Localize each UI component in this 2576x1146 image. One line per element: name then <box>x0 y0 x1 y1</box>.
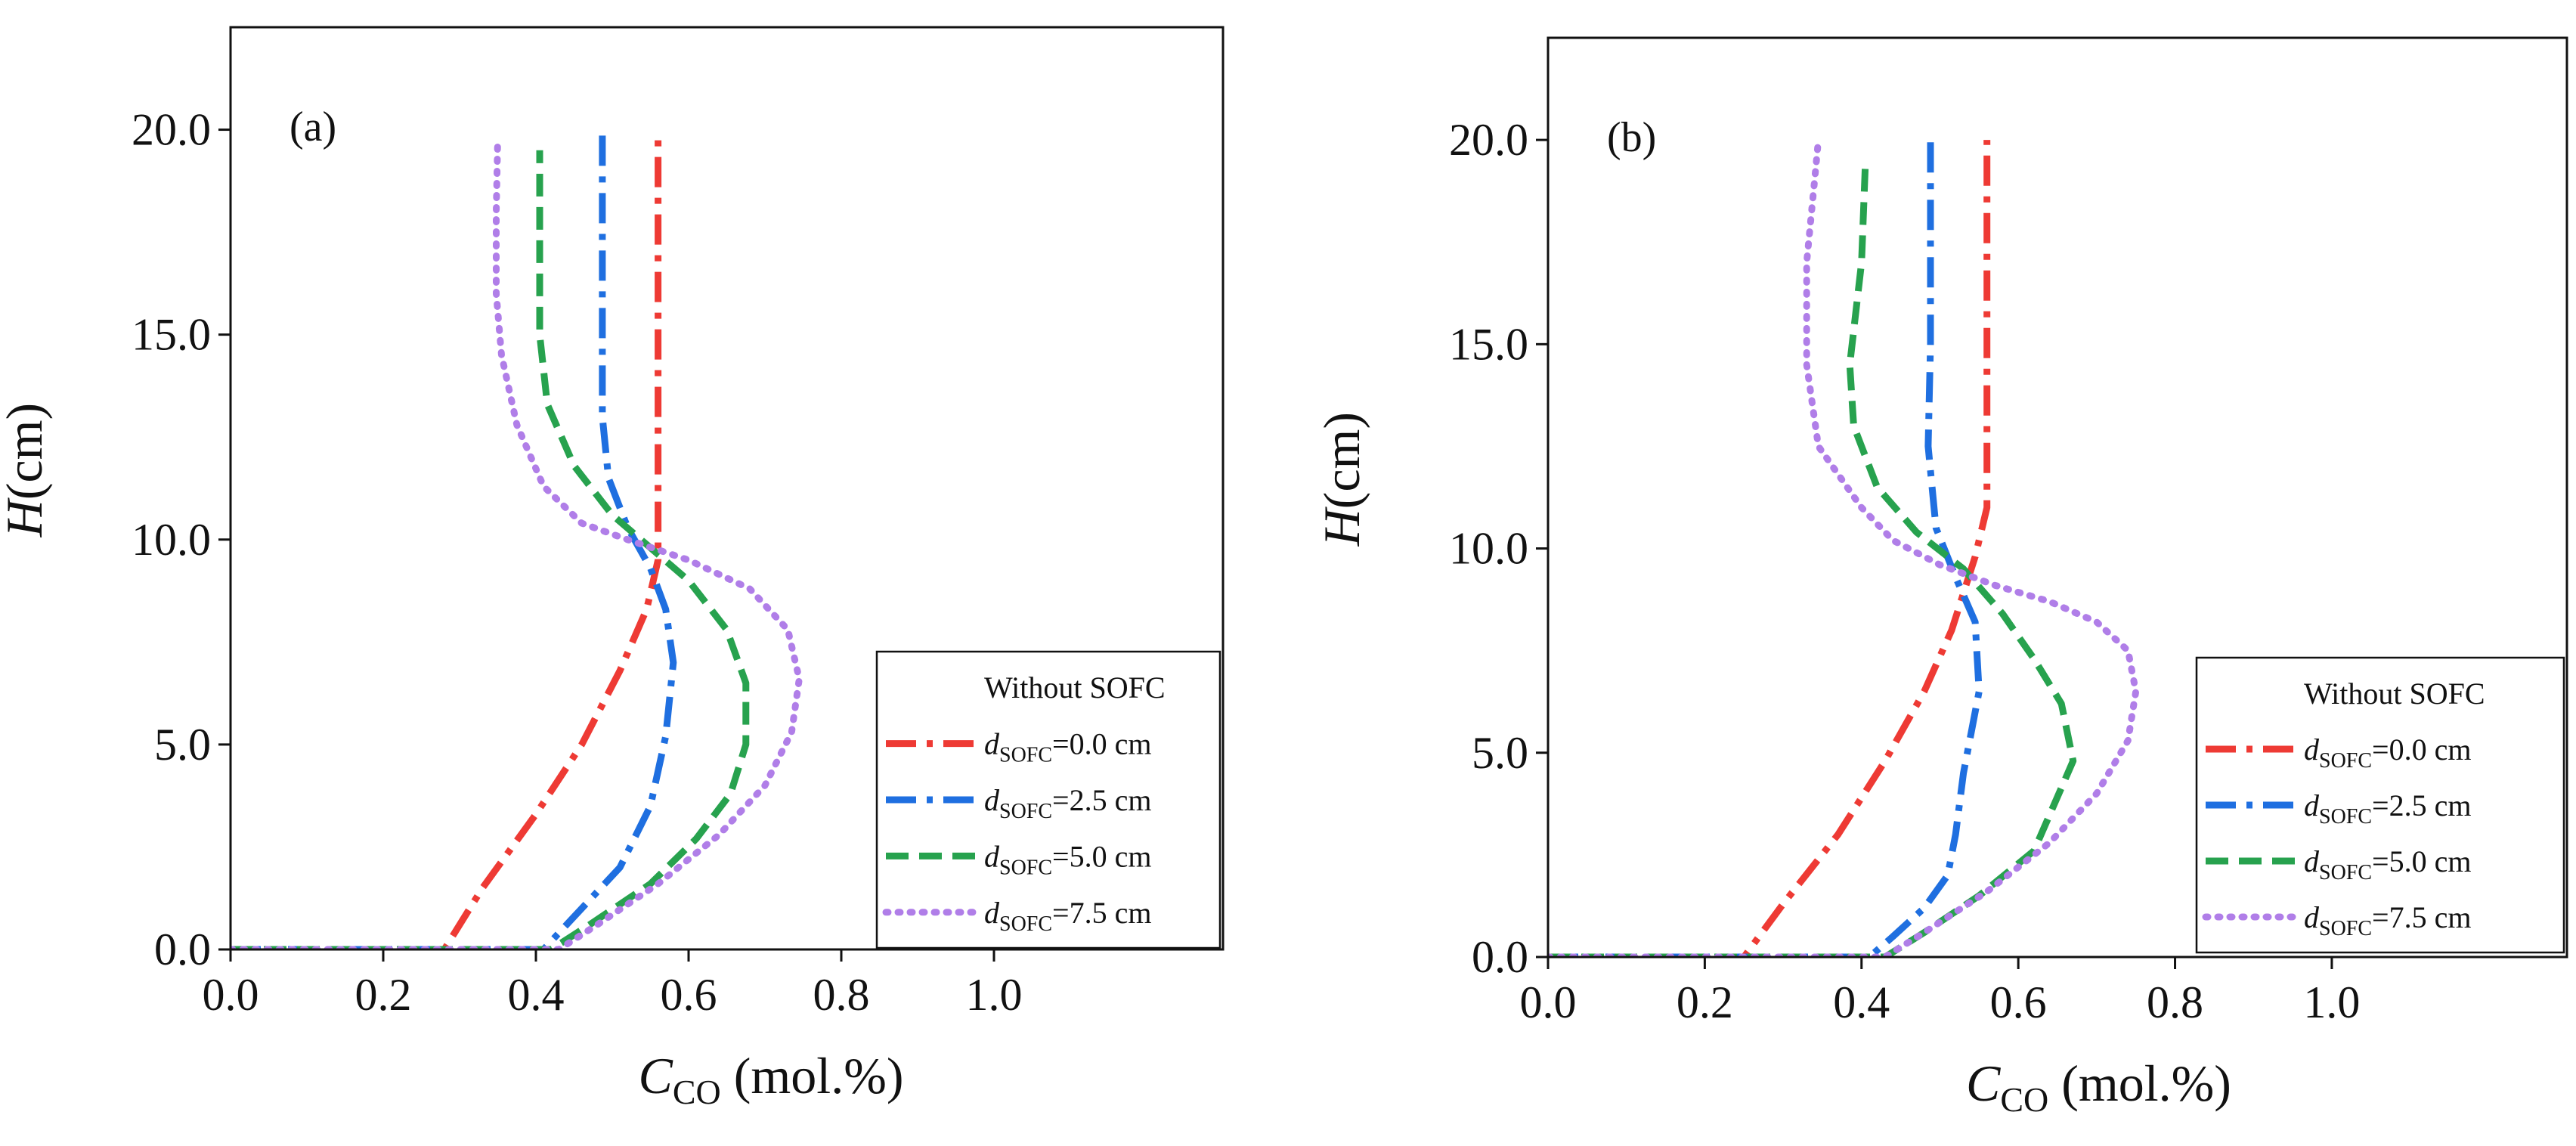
legend-label-d25: dSOFC=2.5 cm <box>984 783 1151 823</box>
y-tick-label: 10.0 <box>1449 524 1528 574</box>
x-axis-title: CCO (mol.%) <box>639 1047 904 1111</box>
legend-box <box>875 650 1221 949</box>
panel-label: (a) <box>289 104 336 150</box>
series-group <box>1548 136 2140 957</box>
legend-label-d75: dSOFC=7.5 cm <box>2304 900 2471 940</box>
y-tick-label: 5.0 <box>1472 728 1528 778</box>
x-tick-label: 0.6 <box>1990 977 2047 1027</box>
series-line-d25 <box>1548 140 1983 957</box>
y-tick-label: 10.0 <box>132 515 211 565</box>
series-group <box>231 129 803 949</box>
legend-box <box>2195 656 2565 954</box>
x-tick-label: 0.8 <box>813 970 870 1020</box>
x-tick-label: 0.0 <box>203 970 259 1020</box>
y-axis-title: H(cm) <box>0 403 53 537</box>
legend-label-d50: dSOFC=5.0 cm <box>984 839 1151 879</box>
y-tick-label: 5.0 <box>154 720 211 770</box>
x-tick-label: 0.8 <box>2147 977 2203 1027</box>
x-tick-label: 0.4 <box>1833 977 1890 1027</box>
x-tick-label: 0.4 <box>508 970 565 1020</box>
y-axis-title: H(cm) <box>1313 412 1370 547</box>
x-tick-label: 0.2 <box>355 970 412 1020</box>
panel-label: (b) <box>1607 114 1656 161</box>
y-tick-label: 0.0 <box>1472 932 1528 982</box>
legend-label-d50: dSOFC=5.0 cm <box>2304 844 2471 884</box>
legend-label-without: Without SOFC <box>2304 677 2485 711</box>
x-tick-label: 0.6 <box>661 970 717 1020</box>
y-tick-label: 0.0 <box>154 925 211 974</box>
x-axis-title: CCO (mol.%) <box>1966 1055 2231 1119</box>
series-line-d50 <box>231 150 750 949</box>
legend-label-without: Without SOFC <box>984 671 1166 705</box>
x-tick-label: 1.0 <box>2303 977 2360 1027</box>
legend-label-d25: dSOFC=2.5 cm <box>2304 788 2471 829</box>
legend: Without SOFC dSOFC=0.0 cm dSOFC=2.5 cm dSOF… <box>875 650 1221 949</box>
plot-frame <box>229 26 1225 951</box>
legend: Without SOFC dSOFC=0.0 cm dSOFC=2.5 cm dSOF… <box>2195 656 2565 954</box>
x-tick-label: 0.2 <box>1677 977 1733 1027</box>
series-line-d0 <box>1548 140 1991 957</box>
plot-frame <box>1547 36 2568 959</box>
legend-label-d0: dSOFC=0.0 cm <box>984 727 1151 767</box>
legend-label-d75: dSOFC=7.5 cm <box>984 896 1151 936</box>
x-tick-label: 0.0 <box>1520 977 1577 1027</box>
series-line-d0 <box>231 129 662 949</box>
y-tick-label: 20.0 <box>1449 115 1528 165</box>
y-tick-label: 20.0 <box>132 105 211 155</box>
series-line-d25 <box>231 129 677 949</box>
chart-panel-a: 0.0 0.2 0.4 0.6 0.8 1.0 0.0 5.0 10.0 15.0 20.0 (a) C… <box>0 26 1225 1111</box>
y-tick-label: 15.0 <box>132 310 211 360</box>
x-tick-label: 1.0 <box>966 970 1023 1020</box>
series-line-d75 <box>231 134 803 949</box>
series-line-d75 <box>1548 136 2140 957</box>
legend-label-d0: dSOFC=0.0 cm <box>2304 733 2471 773</box>
chart-panel-b: 0.0 0.2 0.4 0.6 0.8 1.0 0.0 5.0 10.0 15.0 20.0 (b) C… <box>1313 36 2568 1119</box>
y-tick-label: 15.0 <box>1449 319 1528 369</box>
